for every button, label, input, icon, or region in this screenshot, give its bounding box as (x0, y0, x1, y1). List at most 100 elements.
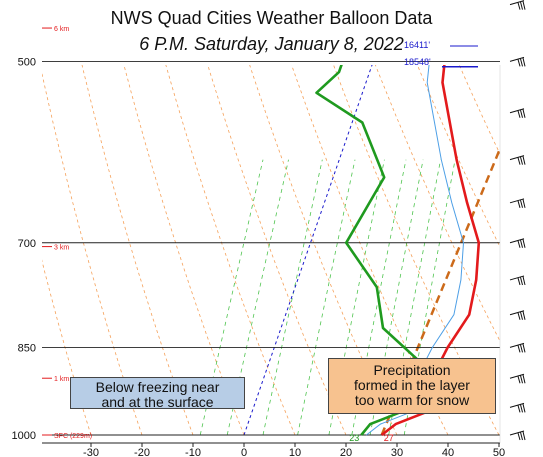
wind-barb (509, 275, 526, 286)
left-box-line-1: Below freezing near (95, 379, 220, 395)
wind-barb-flag (517, 110, 521, 118)
mixing-ratio-line (369, 159, 424, 436)
wind-barb-flag (520, 404, 523, 413)
wind-barb (509, 402, 526, 413)
wind-barb-staff (509, 342, 525, 348)
wind-barb (509, 430, 526, 441)
wind-barb-flag (517, 2, 521, 10)
lcl-label-1: 18548' (404, 57, 431, 67)
x-tick-label--10: -10 (185, 447, 201, 457)
dry-adiabat (165, 65, 296, 436)
wind-barb-flag (522, 1, 526, 10)
x-tick-label--20: -20 (134, 447, 150, 457)
dry-adiabat (42, 259, 92, 436)
surface-dewpoint-label: 23 (349, 433, 359, 443)
mixing-ratio-line (262, 159, 323, 436)
dry-adiabat (42, 72, 143, 436)
wind-barb-flag (517, 277, 521, 286)
wind-barb-flag (522, 239, 526, 248)
x-tick-label-50: 50 (493, 447, 505, 457)
wind-barb-flag (520, 1, 523, 10)
wind-barb-staff (509, 373, 525, 379)
wind-barb-staff (509, 155, 525, 161)
height-marker-label: SFC (229m) (54, 433, 92, 440)
wind-barb-flag (520, 199, 523, 208)
surface-temp-label: 27 (384, 433, 394, 443)
wind-barb-flag (517, 59, 521, 67)
wind-barb (509, 108, 526, 118)
x-tick-label-40: 40 (442, 447, 454, 457)
lcl-label-2: 16411' (404, 40, 430, 50)
wind-barb-flag (517, 345, 521, 353)
wind-barb-flag (520, 375, 523, 384)
wind-barb-staff (509, 0, 525, 6)
wind-barb-flag (522, 403, 526, 413)
wind-barb-flag (520, 311, 523, 320)
wind-barb-flag (517, 157, 521, 165)
dry-adiabat (333, 65, 500, 436)
wind-barb (509, 155, 526, 165)
height-marker-label: 3 km (54, 245, 69, 252)
x-tick-label-10: 10 (289, 447, 301, 457)
wind-barb-staff (509, 238, 525, 244)
wind-barb (509, 198, 526, 208)
wind-barb (509, 373, 526, 384)
wind-barb-flag (517, 376, 521, 384)
wind-barb (509, 310, 526, 320)
dry-adiabat (524, 0, 543, 435)
mixing-ratio-line (403, 159, 456, 436)
wind-barb-staff (509, 310, 525, 316)
wind-barb-flag (520, 58, 523, 67)
wind-barb-flag (517, 312, 521, 320)
wind-barb (509, 0, 526, 10)
dry-adiabat (493, 0, 543, 435)
wind-barb-flag (522, 156, 526, 165)
wind-barb-flag (522, 431, 526, 441)
y-tick-label-700: 700 (18, 238, 36, 250)
x-tick-label-0: 0 (241, 447, 247, 457)
wind-barb-staff (509, 430, 525, 436)
warm-layer-annotation: Precipitation formed in the layer too wa… (328, 358, 496, 414)
mixing-ratio-line (297, 159, 356, 436)
chart-subtitle: 6 P.M. Saturday, January 8, 2022 (139, 34, 404, 54)
wind-barb-staff (509, 198, 525, 204)
wind-barb-staff (509, 275, 525, 281)
wind-barb-flag (517, 240, 521, 248)
mixing-ratio-line (226, 159, 289, 436)
wind-barb-flag (520, 239, 523, 248)
wind-barb-flag (520, 344, 523, 353)
wind-barb-flag (522, 199, 526, 208)
wind-barb-flag (520, 432, 523, 441)
surface-freezing-annotation: Below freezing near and at the surface (70, 377, 245, 410)
wind-barb-flag (517, 405, 521, 413)
mixing-ratio-line (351, 159, 407, 436)
wind-barb-staff (509, 56, 525, 62)
right-box-line-1: Precipitation (373, 362, 451, 378)
wind-barb-flag (520, 277, 523, 286)
chart-title: NWS Quad Cities Weather Balloon Data (110, 8, 433, 28)
mixing-ratio-line (328, 159, 385, 436)
wind-barb-staff (509, 108, 525, 114)
wind-barb-flag (522, 57, 526, 67)
wind-barb-flag (517, 432, 521, 441)
wind-barb (509, 238, 526, 248)
wind-barb-flag (520, 156, 523, 165)
wind-barb-staff (509, 402, 525, 408)
y-tick-label-1000: 1000 (12, 430, 36, 442)
x-tick-label-20: 20 (340, 447, 352, 457)
left-box-line-2: and at the surface (101, 394, 214, 410)
dry-adiabat (123, 65, 245, 436)
x-tick-label-30: 30 (391, 447, 403, 457)
wind-barb-flag (520, 109, 523, 118)
wind-barb-flag (522, 374, 526, 384)
wind-barb-flag (522, 276, 526, 286)
wind-barb (509, 56, 526, 67)
height-marker-label: 6 km (54, 26, 69, 33)
y-tick-label-850: 850 (18, 342, 36, 354)
wind-barb-flag (517, 200, 521, 208)
x-tick-label--30: -30 (83, 447, 99, 457)
wind-barb-flag (522, 109, 526, 118)
height-marker-label: 1 km (54, 376, 69, 383)
dry-adiabat (249, 65, 398, 436)
wind-barb-flag (522, 343, 526, 353)
